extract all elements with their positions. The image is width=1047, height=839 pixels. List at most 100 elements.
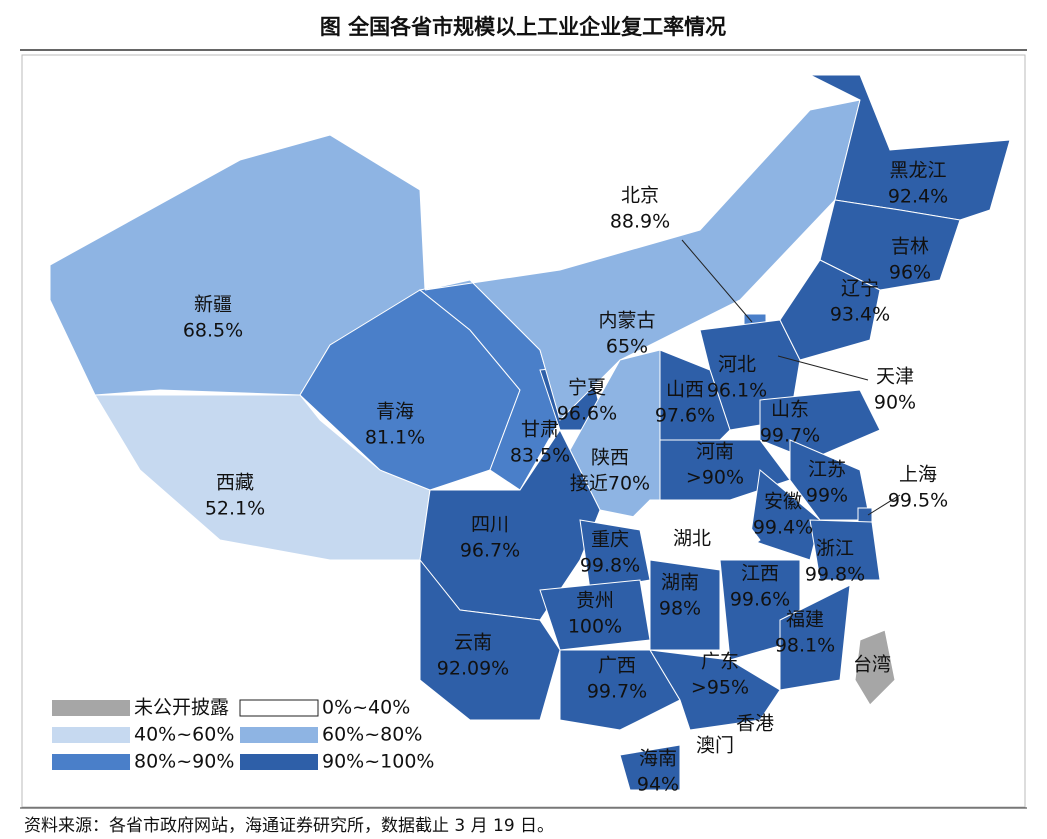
province-name: 湖北 [673, 528, 711, 550]
province-value: >90% [686, 467, 744, 489]
legend-label: 0%~40% [322, 697, 410, 719]
legend-label: 未公开披露 [134, 697, 229, 719]
frame [21, 54, 1026, 808]
province-name: 海南 [639, 748, 677, 770]
province-name: 澳门 [696, 735, 734, 757]
province-name: 黑龙江 [889, 160, 946, 182]
province-value: 92.4% [888, 186, 948, 208]
legend-label: 60%~80% [322, 724, 422, 746]
province-name: 安徽 [764, 491, 802, 513]
province-shape [854, 629, 896, 706]
province-name: 江西 [741, 563, 779, 585]
province-name: 重庆 [591, 529, 629, 551]
province-name: 湖南 [661, 572, 699, 594]
province-name: 四川 [471, 514, 509, 536]
province-value: 98.1% [775, 635, 835, 657]
province-value: 99.7% [760, 425, 820, 447]
province-value: 99.8% [580, 555, 640, 577]
province-name: 山东 [771, 399, 809, 421]
province-value: 96.6% [557, 403, 617, 425]
province-shape [619, 744, 681, 791]
province-value: 100% [568, 616, 622, 638]
province-value: 96.1% [707, 380, 767, 402]
legend-swatch [52, 700, 130, 716]
province-name: 北京 [621, 185, 659, 207]
province-shape [789, 439, 871, 521]
province-name: 内蒙古 [598, 310, 655, 332]
province-name: 陕西 [591, 447, 629, 469]
leader-shanghai [867, 494, 901, 516]
province-value: 97.6% [655, 405, 715, 427]
province-name: 山西 [666, 379, 704, 401]
province-value: 98% [659, 598, 701, 620]
provinces [49, 74, 1011, 791]
province-name: 宁夏 [568, 377, 606, 399]
legend-label: 80%~90% [134, 751, 234, 773]
province-value: 接近70% [570, 473, 650, 495]
province-value: 99.6% [730, 589, 790, 611]
province-value: 99.8% [805, 564, 865, 586]
legend-label: 40%~60% [134, 724, 234, 746]
province-shape [559, 649, 681, 731]
province-name: 福建 [786, 609, 824, 631]
province-name: 贵州 [576, 590, 614, 612]
legend-label: 90%~100% [322, 751, 434, 773]
province-name: 上海 [899, 464, 937, 486]
legend-swatch [52, 754, 130, 770]
legend-swatch [240, 727, 318, 743]
province-name: 香港 [736, 713, 774, 735]
province-shape [809, 519, 881, 581]
province-name: 浙江 [816, 538, 854, 560]
legend-swatch [52, 727, 130, 743]
province-name: 广西 [598, 655, 636, 677]
province-shape [857, 507, 873, 523]
province-shape [779, 584, 851, 691]
province-value: 93.4% [830, 304, 890, 326]
province-shape [749, 469, 821, 561]
province-value: 92.09% [437, 658, 509, 680]
province-value: 52.1% [205, 498, 265, 520]
province-shape [424, 99, 861, 421]
province-shape [419, 558, 561, 721]
province-value: 96% [889, 262, 931, 284]
province-name: 吉林 [891, 236, 929, 258]
labels: 新疆 68.5% 西藏 52.1% 青海 81.1% 甘肃 83.5% 宁夏 96.6% 内蒙古 65… [183, 160, 948, 796]
legend: 未公开披露 0%~40% 40%~60% 60%~80% 80%~90% 90%~100% [52, 697, 434, 773]
province-name: 青海 [376, 401, 414, 423]
province-value: 99.7% [587, 681, 647, 703]
province-value: 90% [874, 392, 916, 414]
province-value: 81.1% [365, 427, 425, 449]
leader-beijing [681, 239, 753, 323]
province-value: 96.7% [460, 540, 520, 562]
province-value: 94% [637, 774, 679, 796]
legend-swatch [240, 754, 318, 770]
province-value: 99.5% [888, 490, 948, 512]
province-name: 新疆 [194, 294, 232, 316]
province-value: 88.9% [610, 211, 670, 233]
province-shape [649, 649, 781, 731]
leader-tianjin [777, 355, 869, 381]
province-shape [779, 259, 881, 361]
province-value: 83.5% [510, 445, 570, 467]
province-name: 台湾 [853, 654, 891, 676]
province-value: 99% [806, 485, 848, 507]
province-name: 江苏 [808, 459, 846, 481]
title: 图 全国各省市规模以上工业企业复工率情况 [320, 15, 726, 39]
province-value: 68.5% [183, 320, 243, 342]
province-name: 河北 [718, 354, 756, 376]
province-value: 99.4% [753, 517, 813, 539]
province-shape [809, 74, 1011, 221]
province-name: 西藏 [216, 472, 254, 494]
province-name: 广东 [701, 651, 739, 673]
province-value: 65% [606, 336, 648, 358]
source: 资料来源：各省市政府网站，海通证券研究所，数据截止 3 月 19 日。 [24, 816, 554, 836]
province-name: 天津 [876, 366, 914, 388]
province-name: 辽宁 [841, 278, 879, 300]
province-name: 河南 [696, 441, 734, 463]
legend-swatch [239, 699, 319, 717]
province-shape [649, 559, 721, 651]
province-name: 云南 [454, 632, 492, 654]
province-name: 甘肃 [521, 419, 559, 441]
